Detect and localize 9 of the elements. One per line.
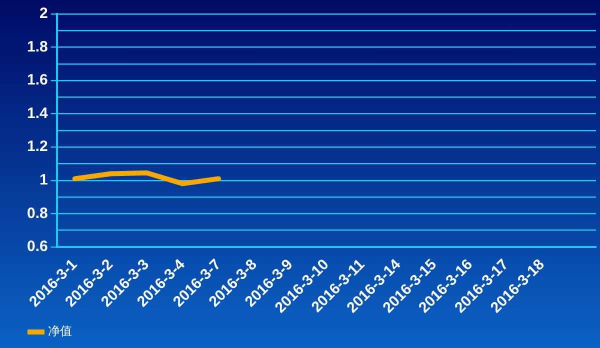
y-tick-label: 0.8 — [26, 204, 48, 222]
y-tick-label: 2 — [40, 5, 48, 22]
y-tick-label: 1.8 — [26, 38, 48, 56]
legend-label: 净值 — [48, 324, 72, 338]
y-tick-label: 1.4 — [26, 104, 48, 122]
y-tick-label: 0.6 — [26, 238, 48, 256]
y-tick-label: 1.2 — [26, 138, 48, 156]
y-tick-label: 1.6 — [26, 72, 48, 89]
y-tick-label: 1 — [40, 172, 48, 189]
